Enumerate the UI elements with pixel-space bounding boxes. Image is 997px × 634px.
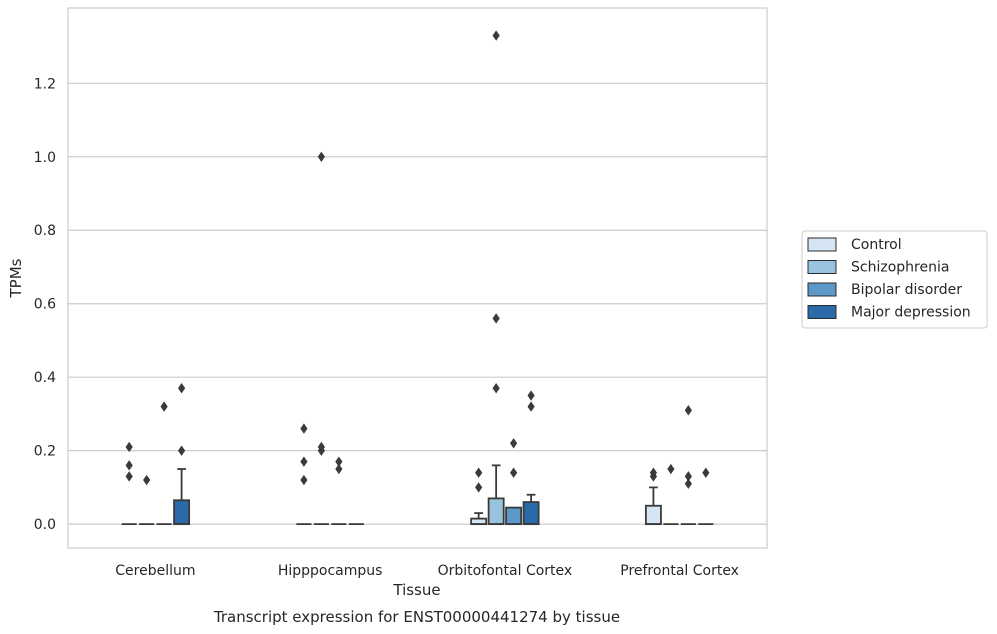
outlier-point — [475, 467, 483, 478]
outlier-point — [125, 471, 133, 482]
legend-label: Bipolar disorder — [851, 282, 962, 298]
outlier-point — [177, 383, 186, 394]
box-major-depression — [522, 493, 540, 526]
x-tick-label: Orbitofontal Cortex — [438, 563, 573, 579]
box-control — [470, 512, 488, 526]
y-tick-label: 0.6 — [34, 297, 56, 313]
x-tick-label: Hipppocampus — [278, 563, 383, 579]
x-tick-label: Prefrontal Cortex — [620, 563, 739, 579]
box — [505, 506, 523, 526]
outlier-point — [684, 478, 692, 489]
outlier-point — [177, 445, 186, 456]
outlier-point — [300, 456, 308, 467]
y-tick-label: 0.2 — [34, 444, 56, 460]
legend-label: Control — [851, 237, 902, 253]
legend-swatch — [807, 237, 837, 252]
outlier-point — [684, 471, 692, 482]
box — [173, 499, 191, 526]
outlier-point — [527, 390, 535, 401]
outlier-point — [702, 467, 710, 478]
outlier-point — [510, 467, 518, 478]
plot-frame — [67, 7, 768, 549]
box — [522, 501, 540, 526]
outlier-point — [300, 423, 308, 434]
outlier-point — [510, 438, 518, 449]
y-tick-labels: 0.0 0.2 0.4 0.6 0.8 1.0 1.2 — [34, 76, 56, 533]
outlier-point — [492, 383, 500, 394]
y-tick-label: 1.2 — [34, 76, 56, 92]
y-tick-label: 0.4 — [34, 370, 56, 386]
outlier-point — [335, 463, 343, 475]
box — [644, 504, 662, 526]
box-series — [121, 464, 714, 526]
outlier-point — [160, 401, 168, 412]
outlier-point — [492, 30, 500, 41]
box-control — [644, 486, 662, 526]
outlier-point — [125, 460, 133, 471]
box-major-depression — [173, 468, 191, 526]
y-axis-title: TPMs — [7, 258, 25, 298]
outlier-point — [649, 467, 658, 478]
gridlines — [68, 82, 767, 525]
outlier-point — [300, 474, 308, 486]
chart-caption: Transcript expression for ENST0000044127… — [213, 608, 620, 626]
y-tick-label: 0.8 — [34, 223, 56, 239]
outlier-point — [125, 441, 133, 453]
legend-label: Major depression — [851, 305, 971, 321]
y-tick-label: 1.0 — [34, 150, 56, 166]
outlier-points — [125, 30, 710, 493]
outlier-point — [143, 474, 151, 486]
legend-label: Schizophrenia — [851, 260, 949, 276]
legend-frame — [801, 230, 988, 329]
outlier-point — [667, 463, 675, 475]
legend-swatch — [807, 260, 837, 274]
box — [487, 497, 505, 526]
x-tick-label: Cerebellum — [115, 563, 195, 579]
outlier-point — [527, 401, 535, 412]
box-schizophrenia — [487, 464, 505, 526]
legend-swatch — [807, 305, 837, 319]
legend: Control Schizophrenia Bipolar disorder Majo… — [801, 230, 988, 329]
outlier-point — [317, 151, 325, 162]
y-tick-label: 0.0 — [34, 517, 56, 533]
outlier-point — [317, 441, 325, 453]
outlier-point — [335, 456, 343, 467]
x-axis-title: Tissue — [392, 581, 440, 599]
outlier-point — [492, 313, 500, 324]
outlier-point — [684, 405, 692, 416]
x-tick-labels: Cerebellum Hipppocampus Orbitofontal Corte… — [115, 563, 739, 579]
legend-swatch — [807, 282, 837, 297]
box-bipolar-disorder — [505, 506, 523, 526]
outlier-point — [475, 482, 483, 493]
